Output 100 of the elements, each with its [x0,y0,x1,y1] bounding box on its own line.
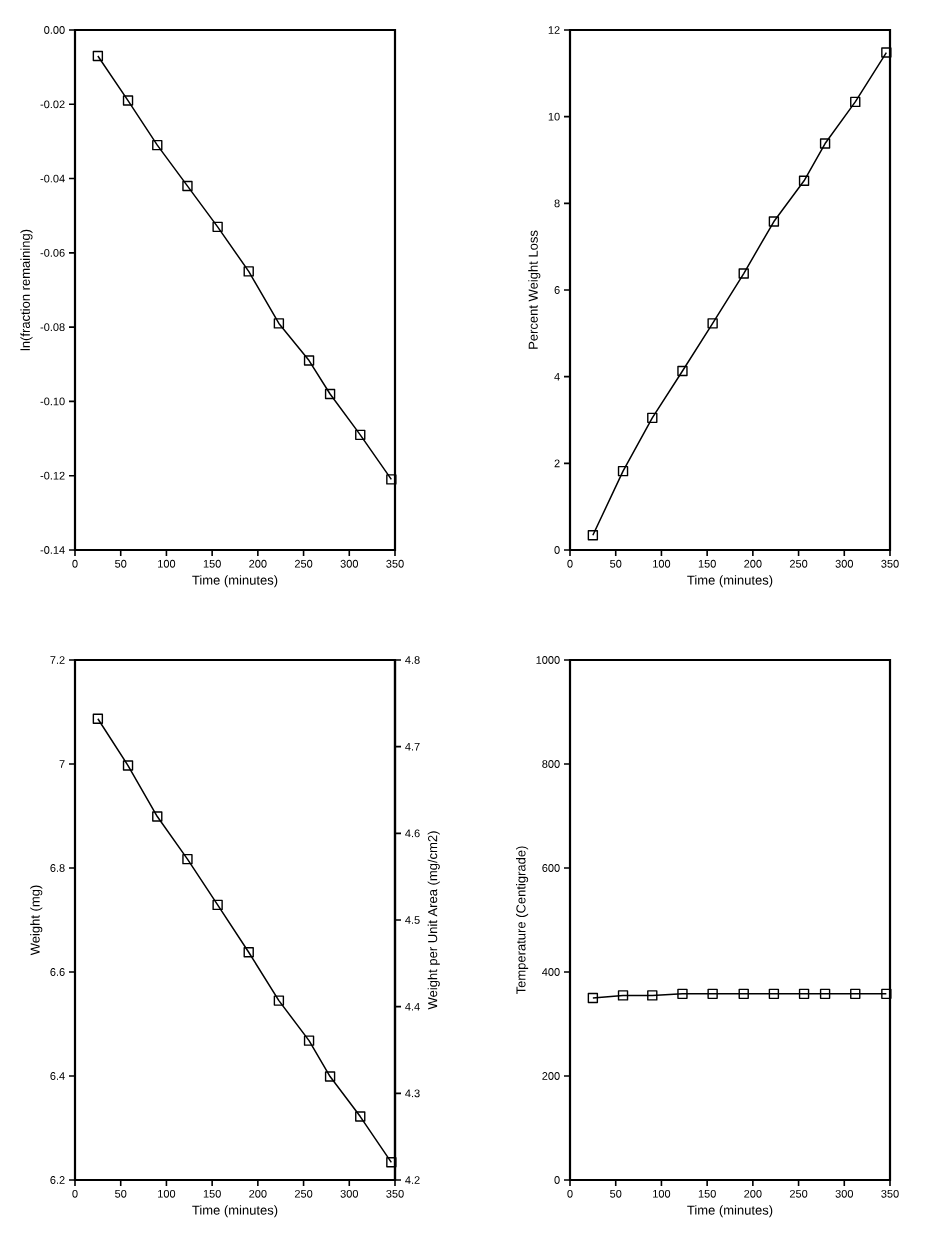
x-tick-label: 50 [610,559,622,568]
y-tick-label: -0.10 [40,397,65,406]
y-tick-label: -0.06 [40,248,65,257]
x-tick-label: 200 [249,559,267,568]
point [152,811,163,822]
point [850,96,861,108]
x-tick-label: 150 [203,559,221,568]
point [587,530,599,541]
point [647,412,658,424]
x-tick-label: 100 [653,559,671,568]
point [355,429,366,441]
point [122,95,134,106]
x-tick-label: 150 [698,1189,716,1198]
y-tick-label: -0.08 [40,323,65,332]
y-tick-label: 6.2 [50,1176,65,1184]
x-tick-label: 350 [881,559,899,568]
point [122,760,134,771]
point [303,355,315,366]
x-tick-label: 250 [294,1189,313,1198]
point [324,388,336,400]
x-tick-label: 300 [340,1189,359,1198]
x-axis-title: Time (minutes) [687,1205,773,1218]
x-tick-label: 50 [610,1189,622,1198]
y-tick-label: 2 [554,459,560,468]
x-tick-label: 200 [249,1189,267,1198]
y-tick-label: 7 [59,760,65,768]
point [707,318,718,329]
y-tick-label: 12 [548,26,560,34]
y-tick-label: 400 [542,968,560,976]
x-tick-label: 350 [386,1189,404,1198]
x-tick-label: 250 [789,1189,808,1198]
y-tick-label: 6.6 [50,968,65,976]
point [212,899,223,911]
x-tick-label: 100 [158,559,176,568]
point [273,995,285,1006]
x-tick-label: 0 [72,1189,78,1198]
x-tick-label: 0 [567,559,573,568]
point [243,266,254,277]
y-axis-title: Percent Weight Loss [528,230,541,349]
x-tick-label: 250 [294,559,313,568]
y2-tick-label: 4.4 [405,1002,420,1011]
x-tick-label: 200 [744,1189,762,1198]
y-tick-label: 0 [554,1176,560,1184]
y-tick-label: 200 [542,1072,560,1080]
point [324,1071,336,1082]
x-axis-title: Time (minutes) [687,575,773,588]
y-tick-label: 6.4 [50,1072,65,1080]
point [273,318,285,329]
point [738,268,749,279]
y2-tick-label: 4.6 [405,829,420,838]
x-tick-label: 50 [115,559,127,568]
x-tick-label: 150 [698,559,716,568]
y-tick-label: -0.04 [40,174,65,183]
y-axis-title: Temperature (Centigrade) [516,846,529,995]
x-tick-label: 150 [203,1189,221,1198]
point [182,853,193,865]
y-tick-label: 600 [542,864,560,872]
x-tick-label: 100 [653,1189,671,1198]
y-tick-label: 0 [554,546,560,554]
point [303,1035,315,1046]
x-axis-title: Time (minutes) [192,575,278,588]
y-tick-label: -0.02 [40,100,65,109]
y-axis-title: Weight (mg) [30,885,43,956]
x-tick-label: 0 [72,559,78,568]
point [92,50,104,62]
y2-tick-label: 4.7 [405,742,420,751]
y-tick-label: -0.14 [40,546,65,554]
y-axis-title: ln(fraction remaining) [20,229,33,351]
x-tick-label: 350 [881,1189,899,1198]
point [768,216,780,227]
point [182,180,193,192]
y2-tick-label: 4.8 [405,656,420,664]
x-tick-label: 300 [835,559,854,568]
x-tick-label: 300 [835,1189,854,1198]
y2-tick-label: 4.3 [405,1089,420,1098]
point [355,1111,366,1122]
point [819,138,831,149]
point [798,175,810,186]
point [92,713,104,724]
x-tick-label: 100 [158,1189,176,1198]
y-tick-label: 7.2 [50,656,65,664]
y-tick-label: 6 [554,286,560,294]
y-tick-label: 10 [548,112,560,121]
y-tick-label: 1000 [536,656,560,664]
x-axis-title: Time (minutes) [192,1205,278,1218]
x-tick-label: 50 [115,1189,127,1198]
y-tick-label: 0.00 [44,26,65,34]
y-tick-label: -0.12 [40,471,65,480]
x-tick-label: 350 [386,559,404,568]
x-tick-label: 300 [340,559,359,568]
y2-axis-title: Weight per Unit Area (mg/cm2) [427,831,440,1010]
y2-tick-label: 4.2 [405,1176,420,1184]
point [152,139,163,151]
point [243,947,254,958]
y-tick-label: 6.8 [50,864,65,872]
point [617,465,629,477]
x-tick-label: 0 [567,1189,573,1198]
y-tick-label: 8 [554,199,560,208]
point [212,221,223,233]
x-tick-label: 250 [789,559,808,568]
